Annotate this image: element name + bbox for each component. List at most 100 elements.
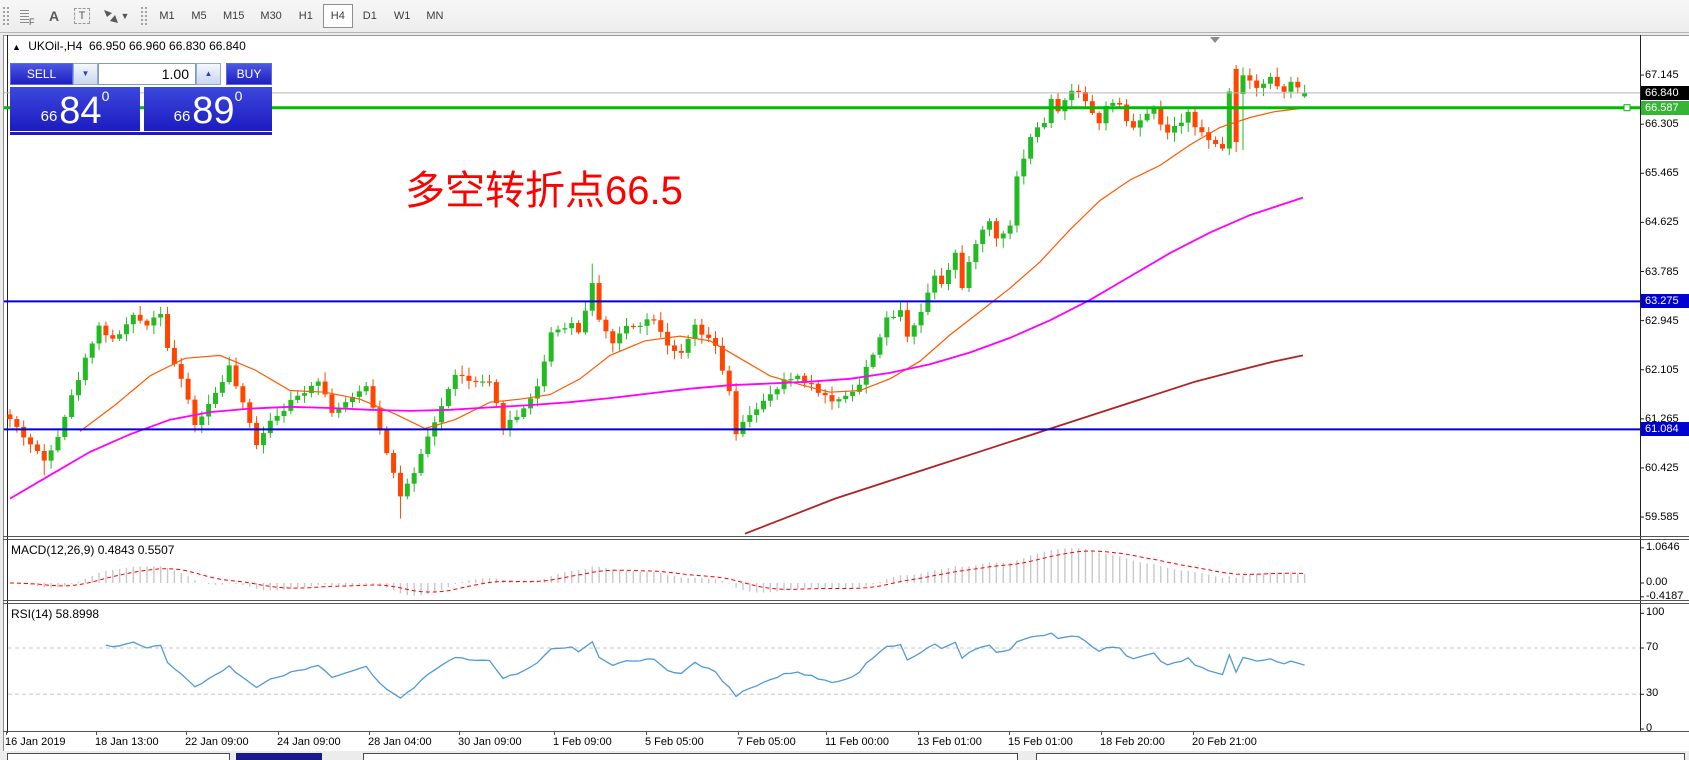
price-label-62.105: 62.105 [1645,363,1679,376]
macd-bar [1112,554,1114,583]
volume-up-button[interactable]: ▲ [196,63,221,85]
candle [1041,123,1047,128]
macd-axis-label: -0.4187 [1646,589,1684,602]
macd-bar [98,572,100,583]
tf-button-M1[interactable]: M1 [152,4,182,28]
rsi-axis-label: 0 [1646,722,1653,734]
ma-mid-line[interactable] [9,196,1304,500]
macd-bar [420,583,422,596]
ma-slow-line[interactable] [744,354,1304,535]
tf-button-M30[interactable]: M30 [253,4,288,28]
candle [959,252,965,289]
time-label: 18 Feb 20:00 [1100,736,1165,748]
candle [589,283,595,311]
candle [76,380,81,396]
time-label: 30 Jan 09:00 [458,736,522,748]
tf-button-W1[interactable]: W1 [387,4,418,28]
tf-button-H1[interactable]: H1 [291,4,321,28]
text-t-icon[interactable]: T [68,3,96,29]
candle [41,451,47,461]
candle [178,364,184,379]
tf-button-M5[interactable]: M5 [184,4,214,28]
macd-bar [1276,572,1278,583]
macd-bar [454,583,456,585]
macd-bar [762,583,765,593]
macd-bar [858,583,861,588]
macd-bar [105,570,107,583]
candle [206,403,212,417]
tf-button-D1[interactable]: D1 [355,4,385,28]
macd-bar [173,570,176,583]
buy-caption[interactable]: BUY [226,63,272,85]
candle [62,416,68,437]
arrows-tool-icon[interactable]: ▼ [96,3,136,29]
candle [1103,105,1109,124]
macd-bar [769,583,772,593]
toolbar-grip[interactable] [2,6,9,26]
tf-button-MN[interactable]: MN [419,4,450,28]
candle [117,334,123,339]
candle [343,402,349,408]
candle [322,381,328,395]
candle [692,324,698,339]
macd-bar [207,583,210,585]
chart-tab[interactable] [7,753,230,760]
candle [1219,144,1225,149]
candle [48,450,54,461]
chart-annotation-text[interactable]: 多空转折点66.5 [405,169,683,213]
macd-bar [660,573,662,583]
candle [1295,81,1301,88]
hline-handle[interactable] [1623,104,1631,112]
time-label: 22 Jan 09:00 [185,736,249,748]
time-label: 16 Jan 2019 [5,736,66,748]
price-label-61.265: 61.265 [1645,412,1679,425]
price-label-59.585: 59.585 [1645,511,1679,524]
sell-button[interactable]: 66 84 0 [10,87,140,131]
macd-bar [495,578,498,583]
label-a-icon[interactable]: A [40,3,68,29]
macd-bar [372,583,374,585]
candle [1178,122,1184,127]
chart-tab[interactable] [1036,753,1685,760]
volume-input[interactable] [98,63,196,85]
candle [377,407,383,431]
candle [747,415,753,422]
one-click-trade-panel: SELL ▼ ▲ BUY 66 84 0 66 89 0 [10,63,272,135]
ma-fast-line[interactable] [79,107,1304,432]
tf-button-H4[interactable]: H4 [322,4,353,28]
chevron-down-icon: ▼ [120,11,130,21]
tf-button-M15[interactable]: M15 [216,4,251,28]
macd-bar [1105,553,1107,583]
macd-bar [125,567,128,583]
macd-signal-line [9,550,1305,593]
macd-bar [1201,573,1203,583]
candle [980,229,986,245]
arrows-glyph [103,9,118,23]
macd-bar [708,578,710,583]
macd-bar [481,578,484,583]
candle [555,329,561,333]
macd-bar [16,583,18,584]
rsi-axis-label: 70 [1646,641,1659,653]
macd-bar [91,575,93,583]
sell-price-big: 84 [59,90,102,132]
price-label-64.625: 64.625 [1645,216,1679,229]
indicator-f-icon[interactable]: F [12,3,40,29]
chart-shift-marker-icon[interactable] [1210,37,1220,43]
sell-caption[interactable]: SELL [10,63,73,85]
candle [678,350,684,353]
volume-down-button[interactable]: ▼ [73,63,98,85]
toolbar-separator[interactable] [140,6,147,26]
candle [521,408,527,417]
chart-tab[interactable] [363,753,1018,760]
chart-tab-selected[interactable] [236,753,322,760]
macd-bar [365,583,367,584]
collapse-arrow-icon[interactable]: ▲ [12,42,21,52]
candle [1021,158,1027,177]
macd-bar [742,583,744,591]
candle [151,317,157,326]
candle [1014,176,1020,226]
buy-button[interactable]: 66 89 0 [144,87,272,131]
macd-bar [1290,572,1292,583]
